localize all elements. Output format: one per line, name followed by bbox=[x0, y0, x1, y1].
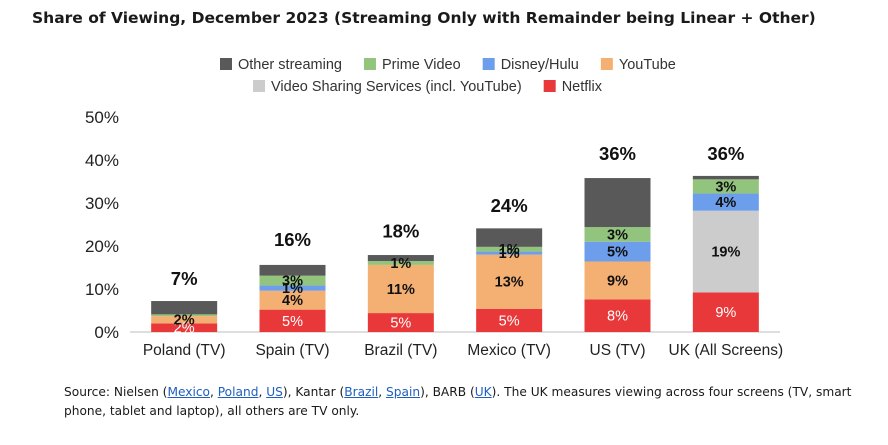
link-spain[interactable]: Spain bbox=[386, 385, 421, 399]
total-label: 7% bbox=[171, 268, 198, 289]
x-tick-label: Spain (TV) bbox=[255, 342, 329, 359]
bar-segment bbox=[367, 261, 434, 265]
data-label: 5% bbox=[390, 316, 411, 332]
legend-swatch bbox=[253, 80, 265, 92]
data-label: 1% bbox=[499, 246, 520, 262]
legend-swatch bbox=[543, 80, 556, 92]
bar-segment bbox=[259, 309, 326, 332]
y-tick-label: 20% bbox=[85, 237, 119, 256]
link-poland[interactable]: Poland bbox=[217, 385, 259, 399]
bar-segment bbox=[692, 175, 759, 180]
data-label: 1% bbox=[282, 281, 303, 297]
data-label: 11% bbox=[387, 282, 415, 298]
source-text: ), Kantar ( bbox=[282, 385, 345, 399]
source-text: ). The UK measures viewing across four s… bbox=[64, 385, 852, 418]
bar-segment bbox=[259, 285, 326, 291]
bar-segment bbox=[584, 261, 651, 300]
bar-segment bbox=[692, 292, 759, 332]
source-text: , bbox=[210, 385, 218, 399]
legend-swatch bbox=[600, 58, 613, 70]
x-tick-label: Poland (TV) bbox=[143, 342, 226, 359]
bar-segment bbox=[259, 275, 326, 286]
bar-segment bbox=[584, 178, 651, 228]
legend-label: Video Sharing Services (incl. YouTube) bbox=[271, 79, 522, 95]
y-tick-label: 10% bbox=[85, 280, 119, 299]
link-mexico[interactable]: Mexico bbox=[167, 385, 210, 399]
legend-swatch bbox=[482, 58, 495, 70]
legend-label: Other streaming bbox=[238, 57, 342, 73]
link-us[interactable]: US bbox=[266, 385, 283, 399]
data-label: 3% bbox=[282, 274, 303, 290]
source-text: ), BARB ( bbox=[420, 385, 475, 399]
data-label: 2% bbox=[174, 321, 195, 337]
bar-segment bbox=[151, 323, 218, 332]
y-tick-label: 40% bbox=[85, 151, 119, 170]
source-text: Source: Nielsen ( bbox=[64, 385, 168, 399]
x-tick-label: Brazil (TV) bbox=[364, 342, 437, 359]
data-label: 19% bbox=[711, 245, 740, 261]
data-label: 2% bbox=[174, 313, 195, 329]
bar-segment bbox=[476, 308, 543, 332]
bar-segment bbox=[151, 301, 218, 315]
stacked-bar-chart: 0%10%20%30%40%50%2%2%7%Poland (TV)5%4%1%… bbox=[85, 57, 784, 359]
x-tick-label: UK (All Screens) bbox=[669, 342, 784, 359]
source-note: Source: Nielsen (Mexico, Poland, US), Ka… bbox=[64, 383, 864, 420]
data-label: 4% bbox=[715, 195, 736, 211]
data-label: 5% bbox=[607, 245, 628, 261]
bar-segment bbox=[584, 227, 651, 242]
bar-segment bbox=[476, 246, 543, 252]
legend-label: Netflix bbox=[562, 79, 603, 95]
bar-segment bbox=[476, 228, 543, 247]
bar-segment bbox=[259, 290, 326, 310]
bar-segment bbox=[476, 251, 543, 255]
bar-segment bbox=[692, 193, 759, 211]
total-label: 36% bbox=[599, 143, 636, 164]
source-text: , bbox=[378, 385, 386, 399]
bar-segment bbox=[692, 210, 759, 293]
data-label: 9% bbox=[607, 273, 628, 289]
data-label: 4% bbox=[282, 293, 303, 309]
y-tick-label: 0% bbox=[94, 323, 119, 342]
total-label: 36% bbox=[707, 143, 744, 164]
data-label: 5% bbox=[499, 313, 520, 329]
bar-segment bbox=[151, 316, 218, 324]
bar-segment bbox=[692, 179, 759, 194]
bar-segment bbox=[367, 313, 434, 332]
bar-segment bbox=[259, 264, 326, 276]
y-tick-label: 30% bbox=[85, 194, 119, 213]
link-uk[interactable]: UK bbox=[474, 385, 492, 399]
bar-segment bbox=[584, 241, 651, 262]
data-label: 13% bbox=[495, 275, 524, 291]
data-label: 3% bbox=[607, 227, 628, 243]
y-tick-label: 50% bbox=[85, 108, 119, 127]
total-label: 24% bbox=[491, 195, 528, 216]
data-label: 1% bbox=[390, 256, 411, 272]
data-label: 3% bbox=[715, 179, 736, 195]
bar-segment bbox=[367, 264, 434, 314]
data-label: 1% bbox=[499, 242, 520, 258]
legend-label: Prime Video bbox=[382, 57, 461, 73]
bar-segment bbox=[367, 255, 434, 262]
total-label: 18% bbox=[382, 221, 419, 242]
legend-label: Disney/Hulu bbox=[501, 57, 579, 73]
legend-swatch bbox=[363, 58, 376, 70]
x-tick-label: Mexico (TV) bbox=[467, 342, 551, 359]
legend-label: YouTube bbox=[619, 57, 676, 73]
bar-segment bbox=[476, 254, 543, 309]
chart-title: Share of Viewing, December 2023 (Streami… bbox=[32, 9, 816, 27]
x-tick-label: US (TV) bbox=[590, 342, 646, 359]
link-brazil[interactable]: Brazil bbox=[344, 385, 379, 399]
bar-segment bbox=[584, 299, 651, 332]
legend-swatch bbox=[220, 58, 232, 70]
bar-segment bbox=[151, 314, 218, 317]
data-label: 8% bbox=[607, 309, 628, 325]
total-label: 16% bbox=[274, 229, 311, 250]
data-label: 5% bbox=[282, 314, 303, 330]
data-label: 9% bbox=[715, 305, 736, 321]
source-text: , bbox=[258, 385, 267, 399]
